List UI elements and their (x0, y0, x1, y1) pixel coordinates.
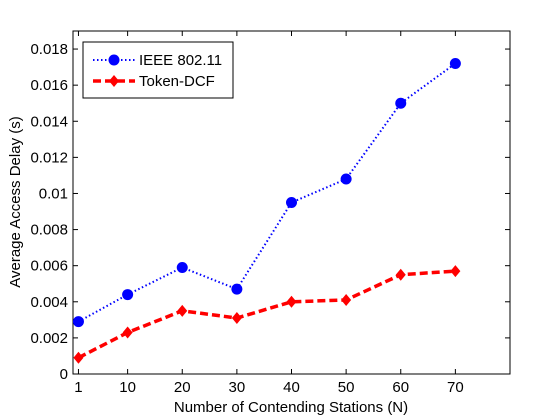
x-tick-label: 50 (338, 379, 355, 396)
x-tick-label: 60 (392, 379, 409, 396)
legend-box (82, 41, 234, 99)
x-tick-label: 30 (229, 379, 246, 396)
data-point-marker (177, 304, 188, 317)
x-tick-label: 10 (119, 379, 136, 396)
data-point-marker (72, 316, 84, 328)
y-tick-label: 0.004 (30, 294, 68, 311)
data-point-marker (340, 173, 352, 185)
y-tick-label: 0.012 (30, 149, 68, 166)
data-point-marker (450, 265, 461, 278)
data-point-marker (286, 295, 297, 308)
x-tick-label: 20 (174, 379, 191, 396)
data-point-marker (231, 312, 242, 325)
y-tick-label: 0.016 (30, 77, 68, 94)
y-tick-label: 0.006 (30, 258, 68, 275)
legend-marker-ieee (108, 54, 120, 66)
x-tick-label: 1 (74, 379, 82, 396)
series-layer (72, 57, 461, 364)
x-axis: 1 10 20 30 40 50 60 70 (74, 31, 464, 396)
x-axis-title: Number of Contending Stations (N) (174, 399, 408, 416)
y-tick-label: 0.018 (30, 41, 68, 58)
y-axis-title: Average Access Delay (s) (7, 116, 24, 287)
y-tick-label: 0.008 (30, 222, 68, 239)
x-tick-label: 40 (283, 379, 300, 396)
data-point-marker (286, 197, 297, 208)
data-point-marker (122, 289, 134, 301)
y-axis: 0 0.002 0.004 0.006 0.008 0.01 0.012 0.014 0.016… (30, 41, 510, 383)
data-point-marker (449, 57, 461, 69)
legend-label-token: Token-DCF (139, 73, 215, 90)
series-line-1 (77, 269, 456, 360)
data-point-marker (395, 97, 407, 109)
y-tick-label: 0.01 (39, 185, 68, 202)
legend-marker-token (109, 75, 119, 87)
data-point-marker (73, 351, 84, 364)
legend-label-ieee: IEEE 802.11 (139, 52, 222, 69)
data-point-marker (395, 268, 406, 281)
y-tick-label: 0.002 (30, 330, 68, 347)
data-point-marker (231, 283, 243, 295)
y-tick-label: 0 (60, 366, 68, 383)
data-point-marker (122, 326, 133, 339)
legend: IEEE 802.11 Token-DCF (82, 41, 234, 99)
x-tick-label: 70 (447, 379, 464, 396)
y-tick-label: 0.014 (30, 113, 68, 130)
data-point-marker (176, 261, 188, 273)
data-point-marker (341, 293, 352, 306)
